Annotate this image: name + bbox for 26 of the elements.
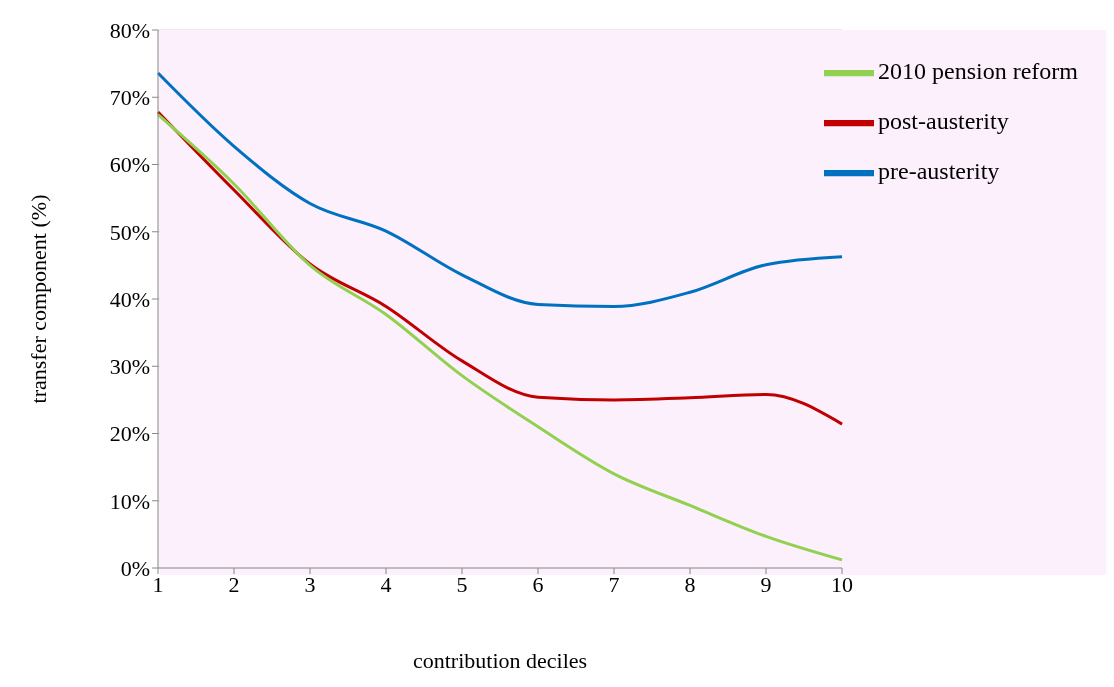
legend-label: 2010 pension reform [878,57,1078,84]
x-tick-label: 3 [304,571,316,597]
x-tick-label: 8 [684,571,696,597]
y-tick-label: 60% [109,152,150,178]
x-tick-label: 7 [608,571,620,597]
y-tick-label: 10% [109,488,150,514]
y-tick-label: 70% [109,85,150,111]
line-series [156,71,844,308]
y-tick-label: 20% [109,421,150,447]
y-tick-label: 50% [109,219,150,245]
x-tick-label: 6 [532,571,544,597]
y-axis-title: transfer component (%) [25,194,51,404]
x-axis-title: contribution deciles [412,648,588,673]
x-tick-label: 2 [228,571,240,597]
line-series [156,113,844,562]
x-tick-label: 9 [760,571,772,597]
y-tick-label: 40% [109,286,150,312]
y-tick-label: 80% [109,17,150,43]
x-tick-label: 1 [152,571,164,597]
x-tick-label: 5 [456,571,468,597]
x-tick-label: 4 [380,571,392,597]
y-tick-label: 30% [109,354,150,380]
legend-label: post-austerity [878,107,1009,134]
legend-label: pre-austerity [878,157,1000,184]
x-tick-label: 10 [831,571,854,597]
y-tick-label: 0% [120,555,150,581]
